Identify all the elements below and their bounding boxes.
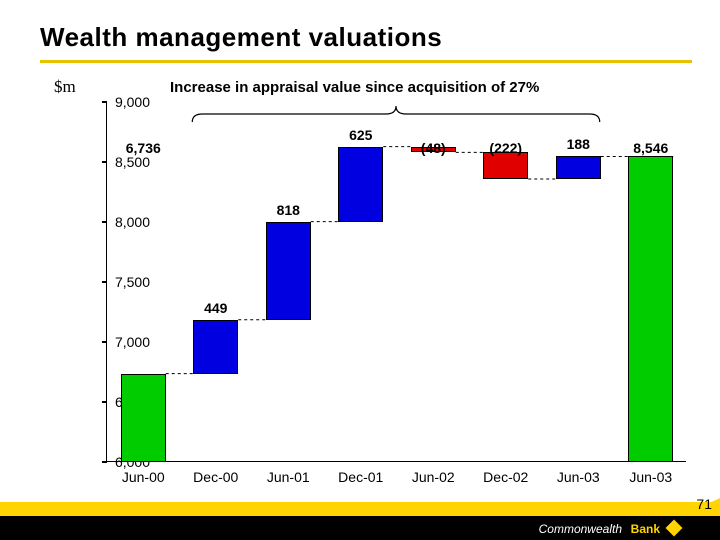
bar-value-label: 188 xyxy=(567,136,590,152)
bar xyxy=(556,156,601,179)
xtick-label: Jun-03 xyxy=(615,469,687,485)
y-axis-unit: $m xyxy=(54,77,76,97)
bar-value-label: (48) xyxy=(421,140,446,156)
chart-subtitle: Increase in appraisal value since acquis… xyxy=(170,79,539,96)
bar xyxy=(121,374,166,462)
bar xyxy=(338,147,383,222)
title-rule xyxy=(40,60,692,63)
bar-value-label: 6,736 xyxy=(126,140,161,156)
bar xyxy=(266,222,311,320)
bar-value-label: 449 xyxy=(204,300,227,316)
xtick-label: Jun-02 xyxy=(397,469,469,485)
brace xyxy=(56,96,696,136)
bar xyxy=(193,320,238,374)
xtick-label: Dec-00 xyxy=(180,469,252,485)
bar-value-label: (222) xyxy=(489,140,522,156)
footer-stripe xyxy=(0,502,720,516)
xtick-label: Jun-03 xyxy=(542,469,614,485)
bar xyxy=(628,156,673,462)
page-title: Wealth management valuations xyxy=(40,22,442,53)
page-number: 71 xyxy=(696,496,712,512)
waterfall-chart: 6,0006,5007,0007,5008,0008,5009,0006,736… xyxy=(56,96,690,482)
xtick-label: Jun-00 xyxy=(107,469,179,485)
xtick-label: Dec-01 xyxy=(325,469,397,485)
plot-area: 6,0006,5007,0007,5008,0008,5009,0006,736… xyxy=(106,102,686,462)
brand-name-left: Commonwealth xyxy=(539,522,622,536)
bar xyxy=(483,152,528,179)
brand-name-right: Bank xyxy=(631,522,660,536)
xtick-label: Jun-01 xyxy=(252,469,324,485)
xtick-label: Dec-02 xyxy=(470,469,542,485)
bar-value-label: 818 xyxy=(277,202,300,218)
bar-value-label: 8,546 xyxy=(633,140,668,156)
footer: Commonwealth Bank xyxy=(0,496,720,540)
